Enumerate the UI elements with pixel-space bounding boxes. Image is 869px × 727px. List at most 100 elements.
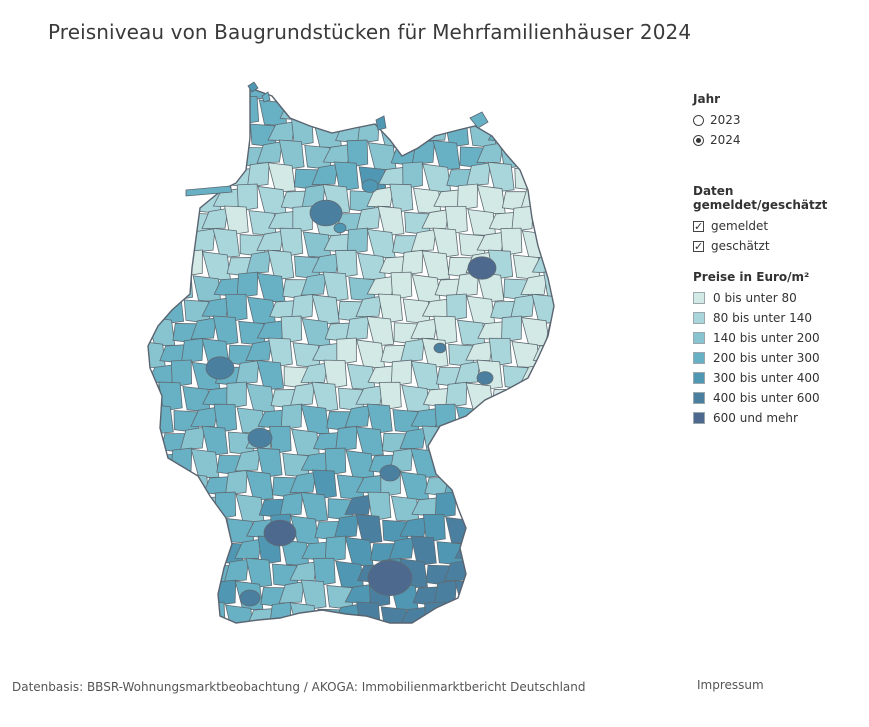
district-region[interactable] bbox=[140, 514, 164, 545]
district-region[interactable] bbox=[520, 404, 549, 435]
district-region[interactable] bbox=[543, 625, 560, 638]
district-region[interactable] bbox=[290, 382, 315, 407]
district-region[interactable] bbox=[181, 161, 204, 191]
district-region[interactable] bbox=[556, 474, 560, 500]
district-region[interactable] bbox=[481, 586, 508, 609]
district-region[interactable] bbox=[366, 228, 396, 259]
legend-item[interactable]: 300 bis unter 400 bbox=[693, 368, 820, 388]
district-region[interactable] bbox=[201, 118, 227, 143]
district-region[interactable] bbox=[236, 271, 259, 299]
district-region[interactable] bbox=[344, 405, 371, 428]
district-region[interactable] bbox=[311, 294, 340, 325]
district-region[interactable] bbox=[190, 406, 219, 427]
district-region[interactable] bbox=[256, 272, 286, 303]
district-region[interactable] bbox=[235, 493, 265, 523]
district-region[interactable] bbox=[151, 631, 177, 638]
district-region[interactable] bbox=[357, 117, 380, 144]
district-region[interactable] bbox=[555, 162, 560, 190]
district-region[interactable] bbox=[148, 229, 177, 259]
district-region[interactable] bbox=[465, 340, 494, 362]
data-option-gemeldet[interactable]: ✓ gemeldet bbox=[693, 216, 869, 236]
district-region[interactable] bbox=[421, 119, 449, 142]
district-region[interactable] bbox=[234, 449, 261, 472]
district-region[interactable] bbox=[509, 472, 538, 493]
district-region[interactable] bbox=[434, 491, 457, 519]
district-region[interactable] bbox=[360, 80, 387, 104]
legend-item[interactable]: 140 bis unter 200 bbox=[693, 328, 820, 348]
district-region[interactable] bbox=[256, 359, 284, 391]
district-region[interactable] bbox=[558, 213, 560, 233]
district-region[interactable] bbox=[476, 142, 504, 163]
district-region[interactable] bbox=[500, 102, 530, 123]
district-region[interactable] bbox=[378, 381, 402, 411]
district-region[interactable] bbox=[267, 249, 295, 281]
district-region[interactable] bbox=[411, 274, 441, 303]
district-region[interactable] bbox=[235, 628, 263, 638]
district-region[interactable] bbox=[355, 295, 383, 318]
district-region[interactable] bbox=[479, 624, 499, 638]
checkbox-checked-icon[interactable]: ✓ bbox=[693, 219, 704, 233]
district-region[interactable] bbox=[476, 185, 506, 215]
district-region[interactable] bbox=[292, 205, 313, 233]
district-region[interactable] bbox=[333, 78, 361, 105]
district-region[interactable] bbox=[291, 293, 314, 320]
district-region[interactable] bbox=[509, 562, 539, 582]
district-region[interactable] bbox=[400, 338, 425, 363]
district-region[interactable] bbox=[479, 499, 508, 520]
district-region[interactable] bbox=[446, 293, 467, 322]
district-region[interactable] bbox=[388, 536, 415, 560]
district-region[interactable] bbox=[235, 360, 260, 385]
legend-item[interactable]: 400 bis unter 600 bbox=[693, 388, 820, 408]
district-region[interactable] bbox=[531, 78, 557, 98]
district-region[interactable] bbox=[532, 119, 560, 149]
district-region[interactable] bbox=[269, 601, 292, 627]
metro-district[interactable] bbox=[247, 427, 273, 448]
district-region[interactable] bbox=[279, 227, 304, 257]
metro-district[interactable] bbox=[476, 371, 494, 385]
district-region[interactable] bbox=[140, 562, 166, 583]
district-region[interactable] bbox=[246, 383, 275, 413]
district-region[interactable] bbox=[245, 470, 274, 501]
district-region[interactable] bbox=[444, 603, 474, 632]
district-region[interactable] bbox=[498, 492, 525, 516]
district-region[interactable] bbox=[522, 542, 552, 563]
district-region[interactable] bbox=[226, 381, 247, 409]
district-region[interactable] bbox=[553, 604, 560, 624]
district-region[interactable] bbox=[356, 339, 386, 369]
district-region[interactable] bbox=[401, 249, 424, 276]
district-region[interactable] bbox=[212, 227, 240, 259]
district-region[interactable] bbox=[344, 536, 374, 567]
district-region[interactable] bbox=[279, 492, 304, 517]
district-region[interactable] bbox=[180, 337, 204, 364]
district-region[interactable] bbox=[520, 491, 547, 523]
district-region[interactable] bbox=[300, 273, 327, 296]
district-region[interactable] bbox=[300, 404, 330, 435]
district-region[interactable] bbox=[169, 271, 194, 301]
district-region[interactable] bbox=[437, 454, 464, 477]
metro-district[interactable] bbox=[467, 256, 497, 280]
district-region[interactable] bbox=[147, 316, 176, 347]
district-region[interactable] bbox=[557, 387, 560, 412]
district-region[interactable] bbox=[191, 624, 216, 638]
district-region[interactable] bbox=[490, 425, 511, 454]
district-region[interactable] bbox=[523, 143, 552, 171]
district-region[interactable] bbox=[140, 167, 167, 192]
metro-district[interactable] bbox=[379, 464, 401, 482]
district-region[interactable] bbox=[512, 117, 533, 146]
district-region[interactable] bbox=[478, 410, 508, 431]
district-region[interactable] bbox=[202, 251, 231, 281]
district-region[interactable] bbox=[532, 469, 555, 499]
district-region[interactable] bbox=[531, 206, 559, 237]
district-region[interactable] bbox=[510, 427, 540, 457]
district-region[interactable] bbox=[256, 447, 283, 478]
district-region[interactable] bbox=[324, 535, 347, 563]
district-region[interactable] bbox=[256, 230, 285, 251]
district-region[interactable] bbox=[465, 557, 492, 588]
district-region[interactable] bbox=[302, 95, 325, 123]
district-region[interactable] bbox=[511, 205, 534, 232]
district-region[interactable] bbox=[377, 205, 405, 237]
district-region[interactable] bbox=[545, 583, 560, 611]
district-region[interactable] bbox=[423, 78, 453, 105]
district-region[interactable] bbox=[160, 557, 181, 585]
district-region[interactable] bbox=[157, 119, 187, 149]
